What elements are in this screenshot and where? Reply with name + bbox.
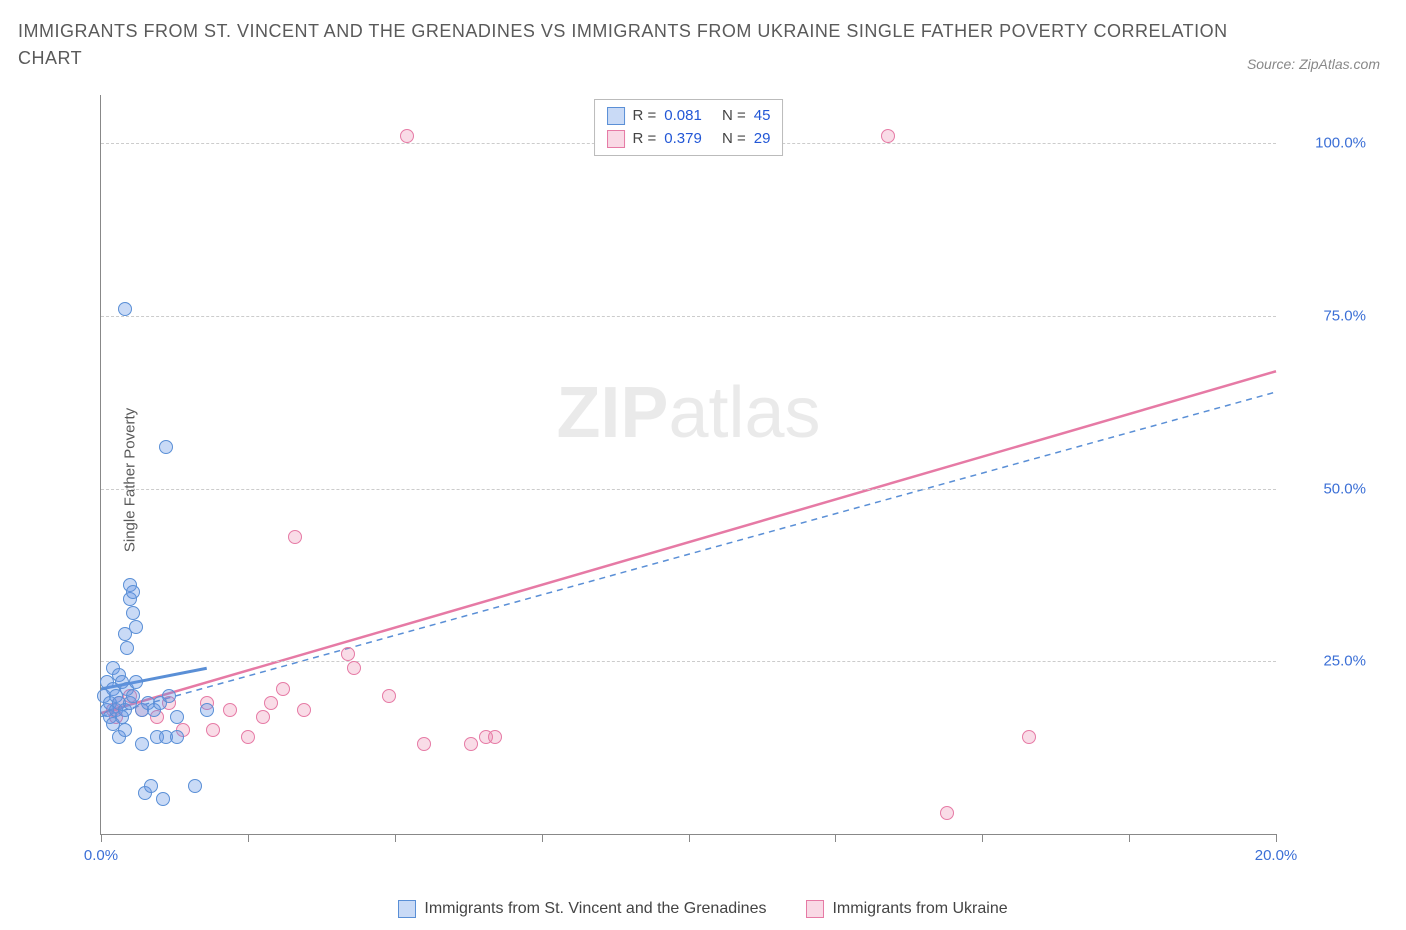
swatch-a-icon [607,107,625,125]
chart-title: IMMIGRANTS FROM ST. VINCENT AND THE GREN… [18,18,1256,72]
data-point [126,689,140,703]
data-point [129,675,143,689]
xtick [689,834,690,842]
xtick [835,834,836,842]
r-value-b: 0.379 [664,128,702,151]
series-legend: Immigrants from St. Vincent and the Gren… [0,900,1406,918]
data-point [188,779,202,793]
data-point [126,585,140,599]
legend-item-a: Immigrants from St. Vincent and the Gren… [398,900,766,918]
legend-item-b: Immigrants from Ukraine [806,900,1007,918]
data-point [162,689,176,703]
r-label-b: R = [633,128,657,151]
data-point [347,661,361,675]
data-point [120,641,134,655]
data-point [417,737,431,751]
n-label-a: N = [722,105,746,128]
xtick [1276,834,1277,842]
gridline [101,489,1276,490]
data-point [241,730,255,744]
stats-row-a: R = 0.081 N = 45 [607,105,771,128]
data-point [488,730,502,744]
series-a-name: Immigrants from St. Vincent and the Gren… [424,900,766,918]
data-point [144,779,158,793]
data-point [1022,730,1036,744]
source-label: Source: ZipAtlas.com [1247,56,1380,72]
data-point [297,703,311,717]
r-value-a: 0.081 [664,105,702,128]
ytick-label: 25.0% [1296,653,1366,670]
ytick-label: 75.0% [1296,308,1366,325]
data-point [464,737,478,751]
xtick [1129,834,1130,842]
stats-row-b: R = 0.379 N = 29 [607,128,771,151]
xtick [395,834,396,842]
data-point [126,606,140,620]
data-point [170,730,184,744]
xtick [248,834,249,842]
data-point [276,682,290,696]
stats-legend: R = 0.081 N = 45 R = 0.379 N = 29 [594,99,784,156]
n-value-b: 29 [754,128,771,151]
data-point [264,696,278,710]
series-b-name: Immigrants from Ukraine [832,900,1007,918]
data-point [135,737,149,751]
data-point [382,689,396,703]
chart-container: Single Father Poverty ZIPatlas R = 0.081… [50,95,1386,865]
data-point [159,440,173,454]
data-point [129,620,143,634]
data-point [206,723,220,737]
data-point [200,703,214,717]
data-point [223,703,237,717]
data-point [341,647,355,661]
swatch-b-icon [607,130,625,148]
n-label-b: N = [722,128,746,151]
data-point [256,710,270,724]
swatch-a-icon [398,900,416,918]
data-point [288,530,302,544]
n-value-a: 45 [754,105,771,128]
gridline [101,661,1276,662]
trend-lines [101,95,1276,834]
xtick-label: 20.0% [1255,847,1298,864]
xtick [982,834,983,842]
ytick-label: 50.0% [1296,480,1366,497]
data-point [118,723,132,737]
data-point [881,129,895,143]
data-point [118,302,132,316]
xtick [101,834,102,842]
plot-area: ZIPatlas R = 0.081 N = 45 R = 0.379 N = … [100,95,1276,835]
gridline [101,316,1276,317]
xtick-label: 0.0% [84,847,118,864]
r-label-a: R = [633,105,657,128]
data-point [170,710,184,724]
ytick-label: 100.0% [1296,135,1366,152]
data-point [156,792,170,806]
data-point [940,806,954,820]
data-point [400,129,414,143]
xtick [542,834,543,842]
swatch-b-icon [806,900,824,918]
